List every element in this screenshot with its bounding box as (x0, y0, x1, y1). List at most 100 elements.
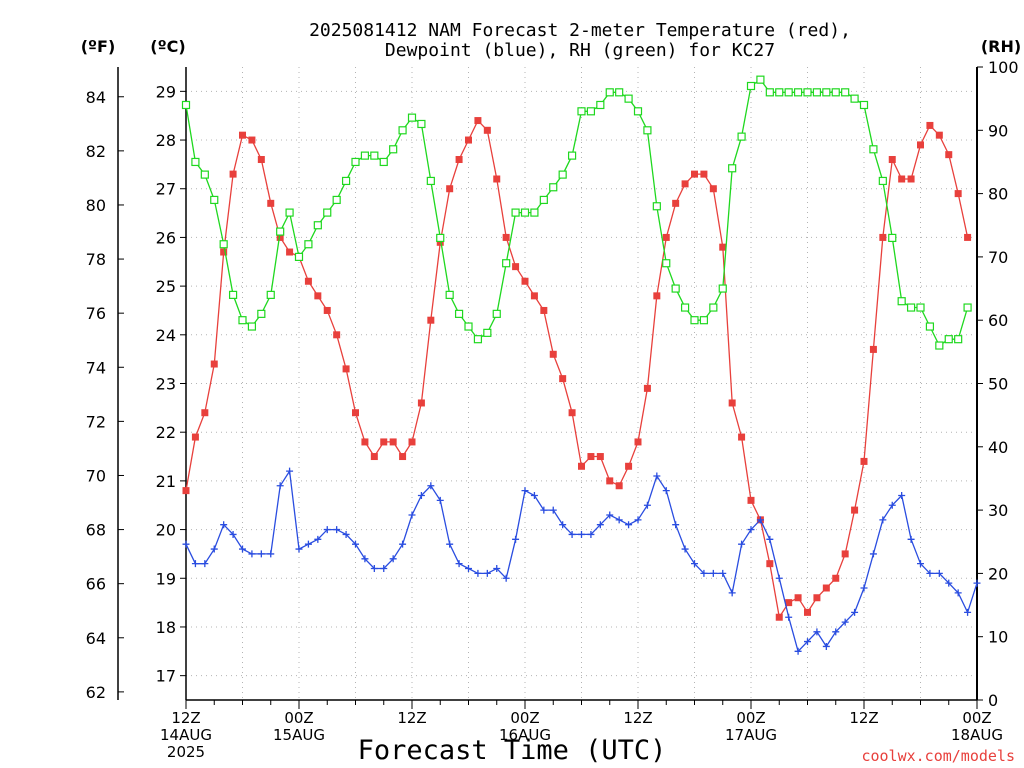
data-point (587, 530, 595, 538)
data-point (625, 462, 633, 470)
data-point (596, 453, 604, 461)
data-point (964, 233, 972, 241)
data-point (699, 316, 709, 325)
data-point (775, 88, 784, 97)
x-tick-label: 12Z (849, 709, 878, 727)
data-point (352, 409, 359, 417)
data-point (398, 126, 407, 135)
data-point (879, 233, 887, 241)
data-point (182, 540, 190, 548)
celsius-unit-label: (ºC) (150, 37, 185, 56)
data-point (804, 608, 811, 616)
data-point (700, 170, 708, 178)
data-point (304, 277, 312, 285)
rh-tick-label: 90 (988, 121, 1008, 140)
data-point (804, 638, 811, 646)
data-point (341, 176, 351, 186)
data-point (964, 608, 972, 616)
data-point (540, 506, 548, 514)
data-point (653, 472, 661, 480)
data-point (633, 107, 643, 116)
data-point (728, 399, 736, 407)
data-point (944, 335, 953, 344)
data-point (746, 81, 756, 91)
celsius-tick-label: 26 (156, 228, 176, 247)
tick-labels: 17 18 19 20 21 22 23 24 25 26 27 28 29 62 64 66 68 70 72 74… (86, 58, 1019, 761)
data-point (483, 126, 491, 134)
data-point (210, 360, 218, 368)
data-point (691, 560, 698, 568)
data-point (812, 88, 822, 97)
data-point (898, 175, 906, 183)
data-point (587, 453, 595, 461)
data-point (719, 569, 727, 577)
data-point (662, 233, 670, 241)
gridlines (186, 67, 977, 700)
data-point (945, 579, 953, 587)
data-point (389, 145, 398, 154)
data-point (568, 530, 576, 538)
data-point (304, 240, 313, 249)
data-point (718, 284, 727, 293)
data-point (606, 511, 614, 519)
data-point (220, 521, 228, 529)
data-point (520, 208, 530, 217)
data-point (567, 151, 577, 160)
rh-tick-label: 40 (988, 438, 1008, 457)
data-point (954, 589, 962, 597)
data-point (832, 574, 840, 582)
data-point (239, 545, 246, 553)
data-point (257, 550, 265, 558)
data-point (483, 569, 491, 577)
data-point (408, 511, 416, 519)
celsius-tick-label: 24 (156, 326, 176, 345)
data-point (549, 506, 557, 514)
data-point (370, 151, 379, 160)
data-point (323, 306, 331, 314)
data-point (361, 555, 369, 563)
data-point (323, 526, 331, 534)
data-point (502, 574, 510, 582)
data-point (785, 613, 793, 621)
data-point (248, 136, 256, 144)
data-point (860, 584, 868, 592)
data-point (954, 335, 963, 344)
data-point (917, 141, 924, 149)
data-point (822, 88, 831, 97)
data-point (851, 506, 859, 514)
data-point (747, 526, 755, 534)
data-point (201, 560, 209, 568)
data-point (925, 322, 935, 331)
data-point (935, 569, 943, 577)
data-point (530, 292, 538, 300)
x-tick-label: 00Z (284, 709, 313, 727)
data-point (352, 540, 359, 548)
fahrenheit-tick-label: 62 (86, 683, 106, 702)
data-point (606, 477, 614, 485)
fahrenheit-unit-label: (ºF) (81, 37, 116, 56)
data-point (342, 365, 350, 373)
data-point (314, 292, 322, 300)
data-point (897, 297, 906, 306)
fahrenheit-tick-label: 80 (86, 196, 106, 215)
data-point (257, 309, 266, 318)
x-tick-label: 2025 (167, 743, 205, 761)
data-point (446, 185, 454, 193)
data-point (210, 545, 218, 553)
data-point (229, 530, 237, 538)
data-point (738, 433, 746, 441)
data-point (380, 565, 388, 573)
celsius-tick-label: 29 (156, 82, 176, 101)
data-point (436, 496, 444, 504)
data-point (417, 399, 425, 407)
data-point (276, 482, 284, 490)
data-point (493, 175, 501, 183)
data-point (973, 579, 981, 587)
celsius-tick-label: 20 (156, 521, 176, 540)
celsius-tick-label: 28 (156, 131, 176, 150)
data-point (728, 589, 736, 597)
data-point (436, 238, 444, 246)
data-point (455, 156, 463, 164)
data-point (417, 491, 425, 499)
